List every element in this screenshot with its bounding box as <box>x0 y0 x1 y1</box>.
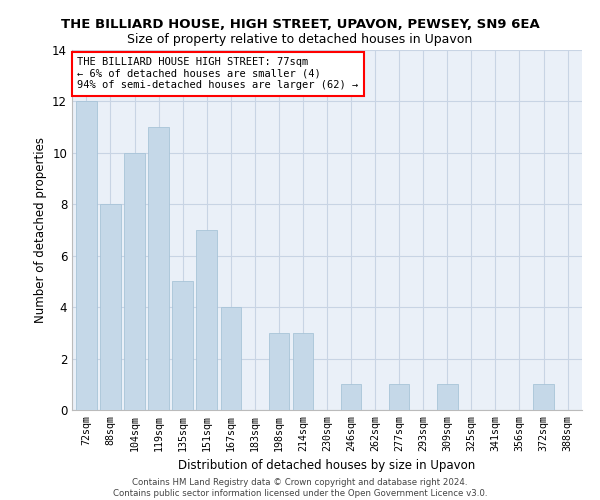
Text: Size of property relative to detached houses in Upavon: Size of property relative to detached ho… <box>127 32 473 46</box>
Bar <box>100 204 121 410</box>
Bar <box>221 307 241 410</box>
Bar <box>533 384 554 410</box>
Bar <box>196 230 217 410</box>
Bar <box>389 384 409 410</box>
Text: THE BILLIARD HOUSE, HIGH STREET, UPAVON, PEWSEY, SN9 6EA: THE BILLIARD HOUSE, HIGH STREET, UPAVON,… <box>61 18 539 30</box>
Bar <box>76 102 97 410</box>
Text: THE BILLIARD HOUSE HIGH STREET: 77sqm
← 6% of detached houses are smaller (4)
94: THE BILLIARD HOUSE HIGH STREET: 77sqm ← … <box>77 57 358 90</box>
Bar <box>341 384 361 410</box>
X-axis label: Distribution of detached houses by size in Upavon: Distribution of detached houses by size … <box>178 459 476 472</box>
Y-axis label: Number of detached properties: Number of detached properties <box>34 137 47 323</box>
Bar <box>269 333 289 410</box>
Bar <box>148 127 169 410</box>
Bar <box>437 384 458 410</box>
Text: Contains HM Land Registry data © Crown copyright and database right 2024.
Contai: Contains HM Land Registry data © Crown c… <box>113 478 487 498</box>
Bar <box>293 333 313 410</box>
Bar <box>172 282 193 410</box>
Bar <box>124 153 145 410</box>
